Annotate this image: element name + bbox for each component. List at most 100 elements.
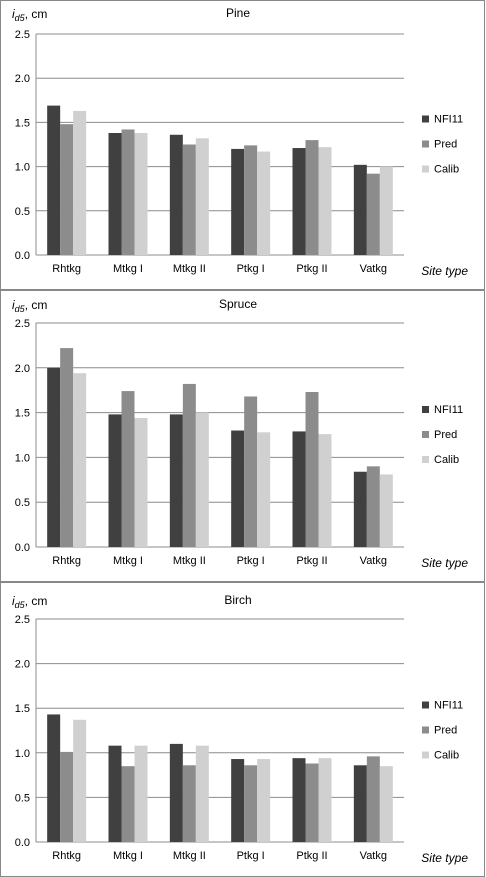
y-tick-label: 1.5 [15,408,30,420]
bar-pred-4 [305,763,319,842]
legend-swatch-nfi11 [422,701,429,709]
bar-calib-5 [379,166,393,255]
x-tick-label: Ptkg I [237,555,265,567]
bar-calib-4 [318,434,332,547]
bar-pred-3 [244,145,258,255]
bar-nfi11-4 [292,758,306,842]
chart-panel-pine: 0.0 0.5 1.0 1.5 2.0 2.5 Rhtkg Mtkg I Mtkg II Ptkg… [0,0,486,290]
legend-label-pred: Pred [434,725,457,737]
x-tick-label: Ptkg II [296,850,327,862]
legend-swatch-pred [422,726,429,734]
legend-label-nfi11: NFI11 [434,404,463,416]
x-tick-label: Vatkg [360,555,387,567]
y-axis-title-main: i [12,594,15,608]
legend-label-pred: Pred [434,429,457,441]
chart-panel-spruce: 0.0 0.5 1.0 1.5 2.0 2.5 Rhtkg Mtkg I Mtkg II Ptkg… [0,290,486,582]
bar-calib-2 [195,138,209,255]
y-tick-label: 1.5 [15,117,30,129]
bar-nfi11-4 [292,431,306,547]
bar-calib-1 [134,417,148,547]
bar-nfi11-0 [47,105,61,255]
bar-nfi11-5 [353,471,367,547]
x-axis-title: Site type [421,556,468,570]
y-axis-title: id5, cm [12,594,47,610]
x-tick-label: Ptkg I [237,263,265,275]
bar-nfi11-0 [47,367,61,547]
y-tick-label: 0.0 [15,542,30,554]
bar-calib-0 [73,719,87,842]
x-tick-label: Mtkg II [173,850,206,862]
bar-calib-3 [257,151,271,255]
y-tick-label: 2.5 [15,29,30,41]
legend-label-calib: Calib [434,454,459,466]
bar-nfi11-1 [108,414,122,547]
bar-calib-4 [318,758,332,842]
y-axis-title-sub: d5 [15,304,26,314]
bar-pred-1 [121,391,135,547]
bar-pred-2 [182,144,196,255]
bar-calib-2 [195,412,209,547]
bar-nfi11-5 [353,164,367,255]
x-tick-label: Ptkg II [296,263,327,275]
y-tick-label: 2.5 [15,318,30,330]
x-tick-label: Mtkg I [113,263,143,275]
y-tick-label: 2.5 [15,614,30,626]
y-axis-title-unit: , cm [25,7,48,21]
x-tick-label: Rhtkg [52,263,81,275]
x-axis-title: Site type [421,264,468,278]
legend-label-calib: Calib [434,750,459,762]
bar-nfi11-3 [231,759,245,842]
bar-pred-2 [182,765,196,842]
x-tick-label: Rhtkg [52,850,81,862]
bar-nfi11-1 [108,133,122,255]
x-tick-label: Ptkg I [237,850,265,862]
y-tick-label: 0.5 [15,497,30,509]
bar-nfi11-0 [47,714,61,842]
bar-calib-5 [379,766,393,842]
bar-nfi11-4 [292,148,306,255]
y-axis-title-unit: , cm [25,298,48,312]
chart-title: Pine [226,6,250,20]
bar-calib-5 [379,474,393,547]
y-tick-label: 2.0 [15,659,30,671]
x-tick-label: Ptkg II [296,555,327,567]
bar-pred-0 [60,751,74,842]
bar-nfi11-2 [169,414,183,547]
bar-nfi11-5 [353,765,367,842]
legend-label-calib: Calib [434,164,459,176]
y-tick-label: 1.0 [15,748,30,760]
chart-panel-birch: 0.0 0.5 1.0 1.5 2.0 2.5 Rhtkg Mtkg I Mtkg II Ptkg… [0,582,486,877]
y-tick-label: 1.0 [15,452,30,464]
x-tick-label: Mtkg I [113,850,143,862]
bar-pred-5 [366,173,380,255]
y-axis-title-sub: d5 [15,600,26,610]
y-tick-label: 1.5 [15,703,30,715]
bar-nfi11-1 [108,745,122,842]
legend-label-nfi11: NFI11 [434,114,463,126]
y-tick-label: 2.0 [15,73,30,85]
chart-svg-spruce: 0.0 0.5 1.0 1.5 2.0 2.5 Rhtkg Mtkg I Mtkg II Ptkg… [0,290,485,582]
legend-swatch-calib [422,165,429,173]
y-axis-title-sub: d5 [15,13,26,23]
x-axis-title: Site type [421,851,468,865]
bar-nfi11-2 [169,743,183,842]
bar-calib-1 [134,133,148,255]
legend-label-pred: Pred [434,139,457,151]
legend-swatch-pred [422,140,429,148]
bar-nfi11-2 [169,134,183,255]
legend-swatch-nfi11 [422,115,429,123]
x-tick-label: Vatkg [360,850,387,862]
bar-pred-1 [121,766,135,842]
y-tick-label: 0.5 [15,206,30,218]
chart-svg-birch: 0.0 0.5 1.0 1.5 2.0 2.5 Rhtkg Mtkg I Mtkg II Ptkg… [0,582,485,877]
y-axis-title-unit: , cm [25,594,48,608]
bar-pred-5 [366,756,380,842]
bar-pred-5 [366,466,380,547]
y-tick-label: 0.0 [15,837,30,849]
chart-title: Birch [224,593,251,607]
bar-calib-3 [257,759,271,842]
bar-pred-4 [305,391,319,547]
bar-calib-4 [318,147,332,255]
bar-calib-2 [195,745,209,842]
chart-svg-pine: 0.0 0.5 1.0 1.5 2.0 2.5 Rhtkg Mtkg I Mtkg II Ptkg… [0,0,485,290]
